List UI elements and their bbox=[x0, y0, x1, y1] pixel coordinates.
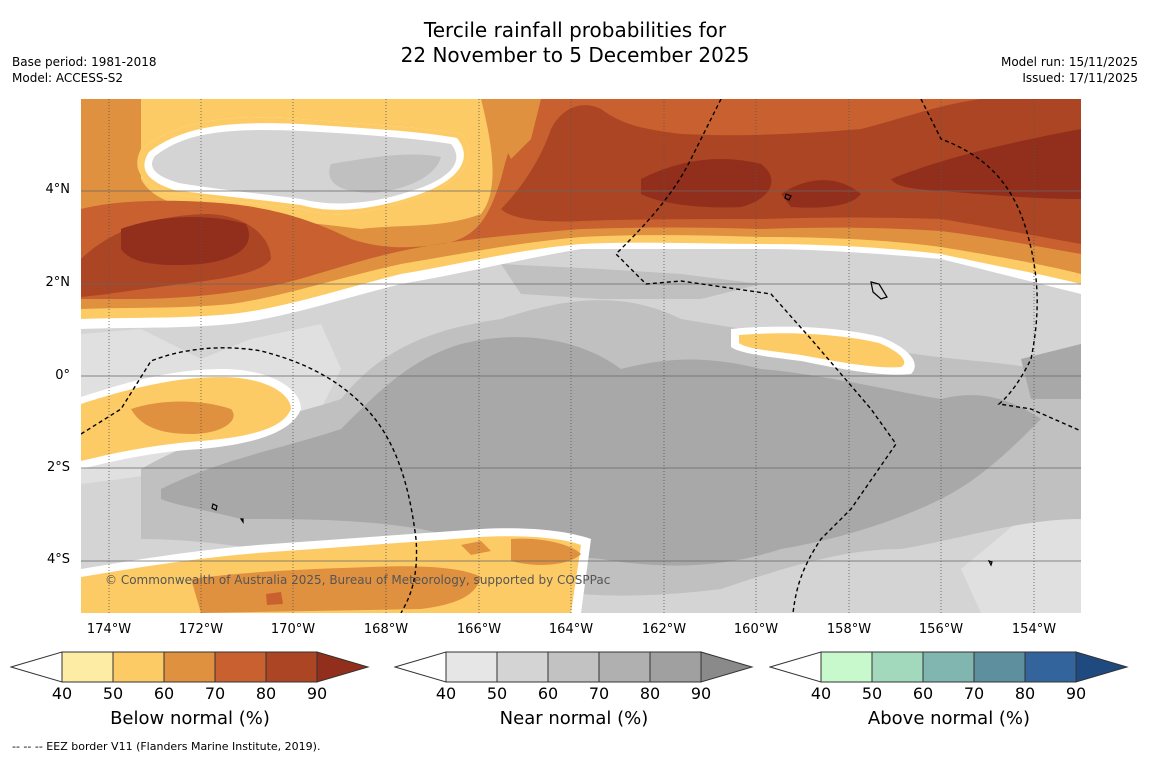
title-line-1: Tercile rainfall probabilities for bbox=[423, 18, 727, 42]
x-tick-label: 170°W bbox=[270, 622, 316, 637]
colorbar-label: 50 bbox=[486, 684, 508, 703]
colorbar-title-near-normal: Near normal (%) bbox=[499, 708, 649, 729]
below-normal-60-region bbox=[131, 401, 234, 434]
y-tick-label: 4°S bbox=[46, 552, 70, 567]
colorbar-label: 90 bbox=[306, 684, 328, 703]
x-tick-label: 174°W bbox=[86, 622, 132, 637]
near-normal-70-region bbox=[161, 337, 1041, 566]
colorbar-swatch bbox=[163, 651, 216, 683]
y-tick-label: 2°N bbox=[45, 275, 71, 290]
island-outlines bbox=[211, 193, 993, 567]
colorbar-title-above-normal: Above normal (%) bbox=[867, 708, 1031, 729]
below-normal-80-region bbox=[501, 99, 1081, 244]
x-tick-label: 160°W bbox=[733, 622, 779, 637]
colorbar-label: 90 bbox=[690, 684, 712, 703]
colorbar-swatch bbox=[1024, 651, 1077, 683]
x-tick-label: 156°W bbox=[918, 622, 964, 637]
below-normal-70-region bbox=[266, 592, 283, 605]
colorbar-swatch bbox=[598, 651, 651, 683]
below-normal-90-region bbox=[121, 217, 249, 266]
x-tick-label: 172°W bbox=[178, 622, 224, 637]
colorbar-label: 70 bbox=[588, 684, 610, 703]
colorbar-near-normal bbox=[394, 651, 754, 683]
parallel-grid bbox=[81, 190, 1081, 562]
meta-right: Model run: 15/11/2025 Issued: 17/11/2025 bbox=[1001, 54, 1138, 86]
colorbar-swatch bbox=[820, 651, 873, 683]
colorbar-swatch bbox=[547, 651, 600, 683]
colorbar-label: 90 bbox=[1065, 684, 1087, 703]
colorbar-above-normal bbox=[769, 651, 1129, 683]
near-normal-70-region bbox=[1021, 344, 1081, 399]
below-normal-50-region bbox=[739, 333, 905, 368]
colorbar-swatch bbox=[445, 651, 498, 683]
colorbar-label: 80 bbox=[639, 684, 661, 703]
colorbar-swatch bbox=[112, 651, 165, 683]
issued-date: Issued: 17/11/2025 bbox=[1022, 71, 1138, 85]
colorbar-swatch bbox=[61, 651, 114, 683]
colorbar-extend-low bbox=[769, 651, 822, 683]
colorbar-label: 60 bbox=[537, 684, 559, 703]
x-tick-label: 162°W bbox=[641, 622, 687, 637]
colorbar-label: 80 bbox=[255, 684, 277, 703]
below-normal-60-region bbox=[191, 566, 481, 613]
colorbar-extend-low bbox=[394, 651, 447, 683]
near-normal-40-patch bbox=[961, 499, 1081, 613]
colorbar-extend-high bbox=[700, 651, 754, 683]
x-tick-label: 166°W bbox=[456, 622, 502, 637]
map-panel[interactable]: © Commonwealth of Australia 2025, Bureau… bbox=[81, 99, 1081, 613]
colorbar-label: 40 bbox=[435, 684, 457, 703]
x-tick-label: 164°W bbox=[548, 622, 594, 637]
y-tick-label: 0° bbox=[55, 368, 70, 383]
below-normal-60-region bbox=[461, 541, 491, 555]
below-normal-60-region bbox=[511, 538, 581, 565]
colorbar-label: 60 bbox=[153, 684, 175, 703]
below-normal-90-region bbox=[891, 129, 1081, 199]
model-name: Model: ACCESS-S2 bbox=[12, 71, 124, 85]
base-period: Base period: 1981-2018 bbox=[12, 55, 157, 69]
colorbar-label: 40 bbox=[51, 684, 73, 703]
colorbar-extend-high bbox=[316, 651, 370, 683]
colorbar-extend-high bbox=[1075, 651, 1129, 683]
colorbar-label: 80 bbox=[1014, 684, 1036, 703]
colorbar-below-normal bbox=[10, 651, 370, 683]
copyright-text: © Commonwealth of Australia 2025, Bureau… bbox=[105, 573, 610, 587]
colorbar-swatch bbox=[871, 651, 924, 683]
near-normal-island-60 bbox=[329, 154, 441, 193]
colorbar-label: 40 bbox=[810, 684, 832, 703]
colorbar-swatch bbox=[922, 651, 975, 683]
colorbar-title-below-normal: Below normal (%) bbox=[110, 708, 270, 729]
y-tick-label: 2°S bbox=[46, 460, 70, 475]
below-normal-60-region bbox=[496, 99, 541, 159]
colorbar-swatch bbox=[973, 651, 1026, 683]
x-tick-label: 154°W bbox=[1011, 622, 1057, 637]
eez-border bbox=[81, 99, 1081, 613]
x-tick-label: 168°W bbox=[363, 622, 409, 637]
colorbar-label: 50 bbox=[102, 684, 124, 703]
rainfall-map: © Commonwealth of Australia 2025, Bureau… bbox=[81, 99, 1081, 613]
eez-legend-note: -- -- -- EEZ border V11 (Flanders Marine… bbox=[12, 740, 321, 753]
colorbar-extend-low bbox=[10, 651, 63, 683]
below-normal-90-region bbox=[781, 180, 861, 208]
meta-left: Base period: 1981-2018 Model: ACCESS-S2 bbox=[12, 54, 157, 86]
colorbar-label: 60 bbox=[912, 684, 934, 703]
colorbar-label: 70 bbox=[204, 684, 226, 703]
colorbar-label: 70 bbox=[963, 684, 985, 703]
colorbar-swatch bbox=[649, 651, 702, 683]
colorbar-label: 50 bbox=[861, 684, 883, 703]
x-tick-label: 158°W bbox=[826, 622, 872, 637]
colorbar-swatch bbox=[265, 651, 318, 683]
map-title: Tercile rainfall probabilities for 22 No… bbox=[0, 18, 1150, 68]
y-tick-label: 4°N bbox=[45, 182, 71, 197]
colorbar-swatch bbox=[214, 651, 267, 683]
model-run: Model run: 15/11/2025 bbox=[1000, 55, 1138, 69]
title-line-2: 22 November to 5 December 2025 bbox=[400, 43, 750, 67]
colorbar-swatch bbox=[496, 651, 549, 683]
below-normal-90-region bbox=[641, 159, 772, 208]
near-normal-60-region bbox=[501, 264, 761, 299]
